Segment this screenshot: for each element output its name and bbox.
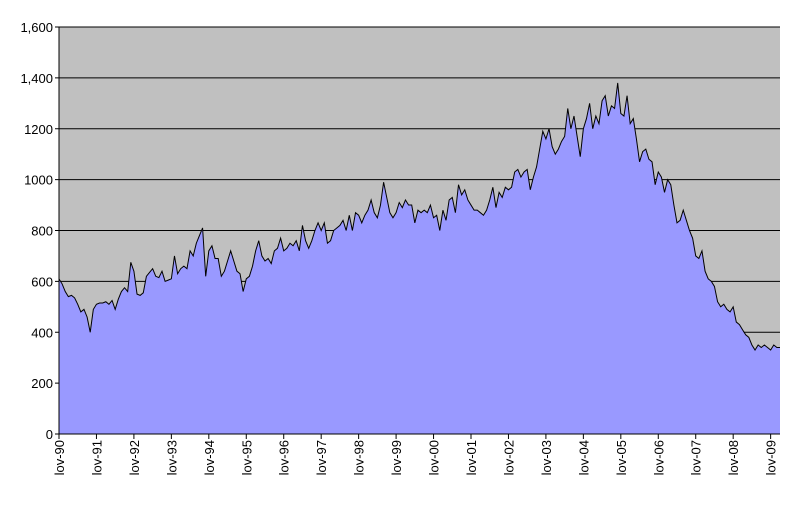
x-tick-label: lov-99 xyxy=(389,440,404,475)
x-tick-label: lov-94 xyxy=(202,440,217,475)
x-tick-label: lov-03 xyxy=(539,440,554,475)
x-tick-label: lov-90 xyxy=(52,440,67,475)
y-tick-label: 400 xyxy=(31,325,53,340)
x-tick-label: lov-04 xyxy=(576,440,591,475)
x-tick-label: lov-00 xyxy=(427,440,442,475)
x-tick-label: lov-98 xyxy=(352,440,367,475)
y-tick-label: 200 xyxy=(31,376,53,391)
x-tick-label: lov-93 xyxy=(164,440,179,475)
y-tick-label: 1200 xyxy=(24,122,53,137)
y-tick-label: 1000 xyxy=(24,173,53,188)
x-tick-label: lov-05 xyxy=(614,440,629,475)
x-tick-label: lov-91 xyxy=(89,440,104,475)
y-tick-label: 600 xyxy=(31,274,53,289)
x-tick-label: lov-08 xyxy=(726,440,741,475)
x-tick-label: lov-01 xyxy=(464,440,479,475)
y-tick-label: 0 xyxy=(46,427,53,442)
area xyxy=(59,82,780,435)
x-tick-label: lov-07 xyxy=(689,440,704,475)
y-tick-label: 1,400 xyxy=(20,71,53,86)
x-tick-label: lov-97 xyxy=(314,440,329,475)
x-tick-label: lov-06 xyxy=(651,440,666,475)
x-tick-label: lov-09 xyxy=(764,440,779,475)
x-tick-label: lov-92 xyxy=(127,440,142,475)
x-tick-label: lov-95 xyxy=(239,440,254,475)
y-tick-label: 1,600 xyxy=(20,20,53,35)
y-tick-label: 800 xyxy=(31,224,53,239)
x-tick-label: lov-96 xyxy=(277,440,292,475)
x-tick-label: lov-02 xyxy=(501,440,516,475)
area-line xyxy=(58,82,780,352)
